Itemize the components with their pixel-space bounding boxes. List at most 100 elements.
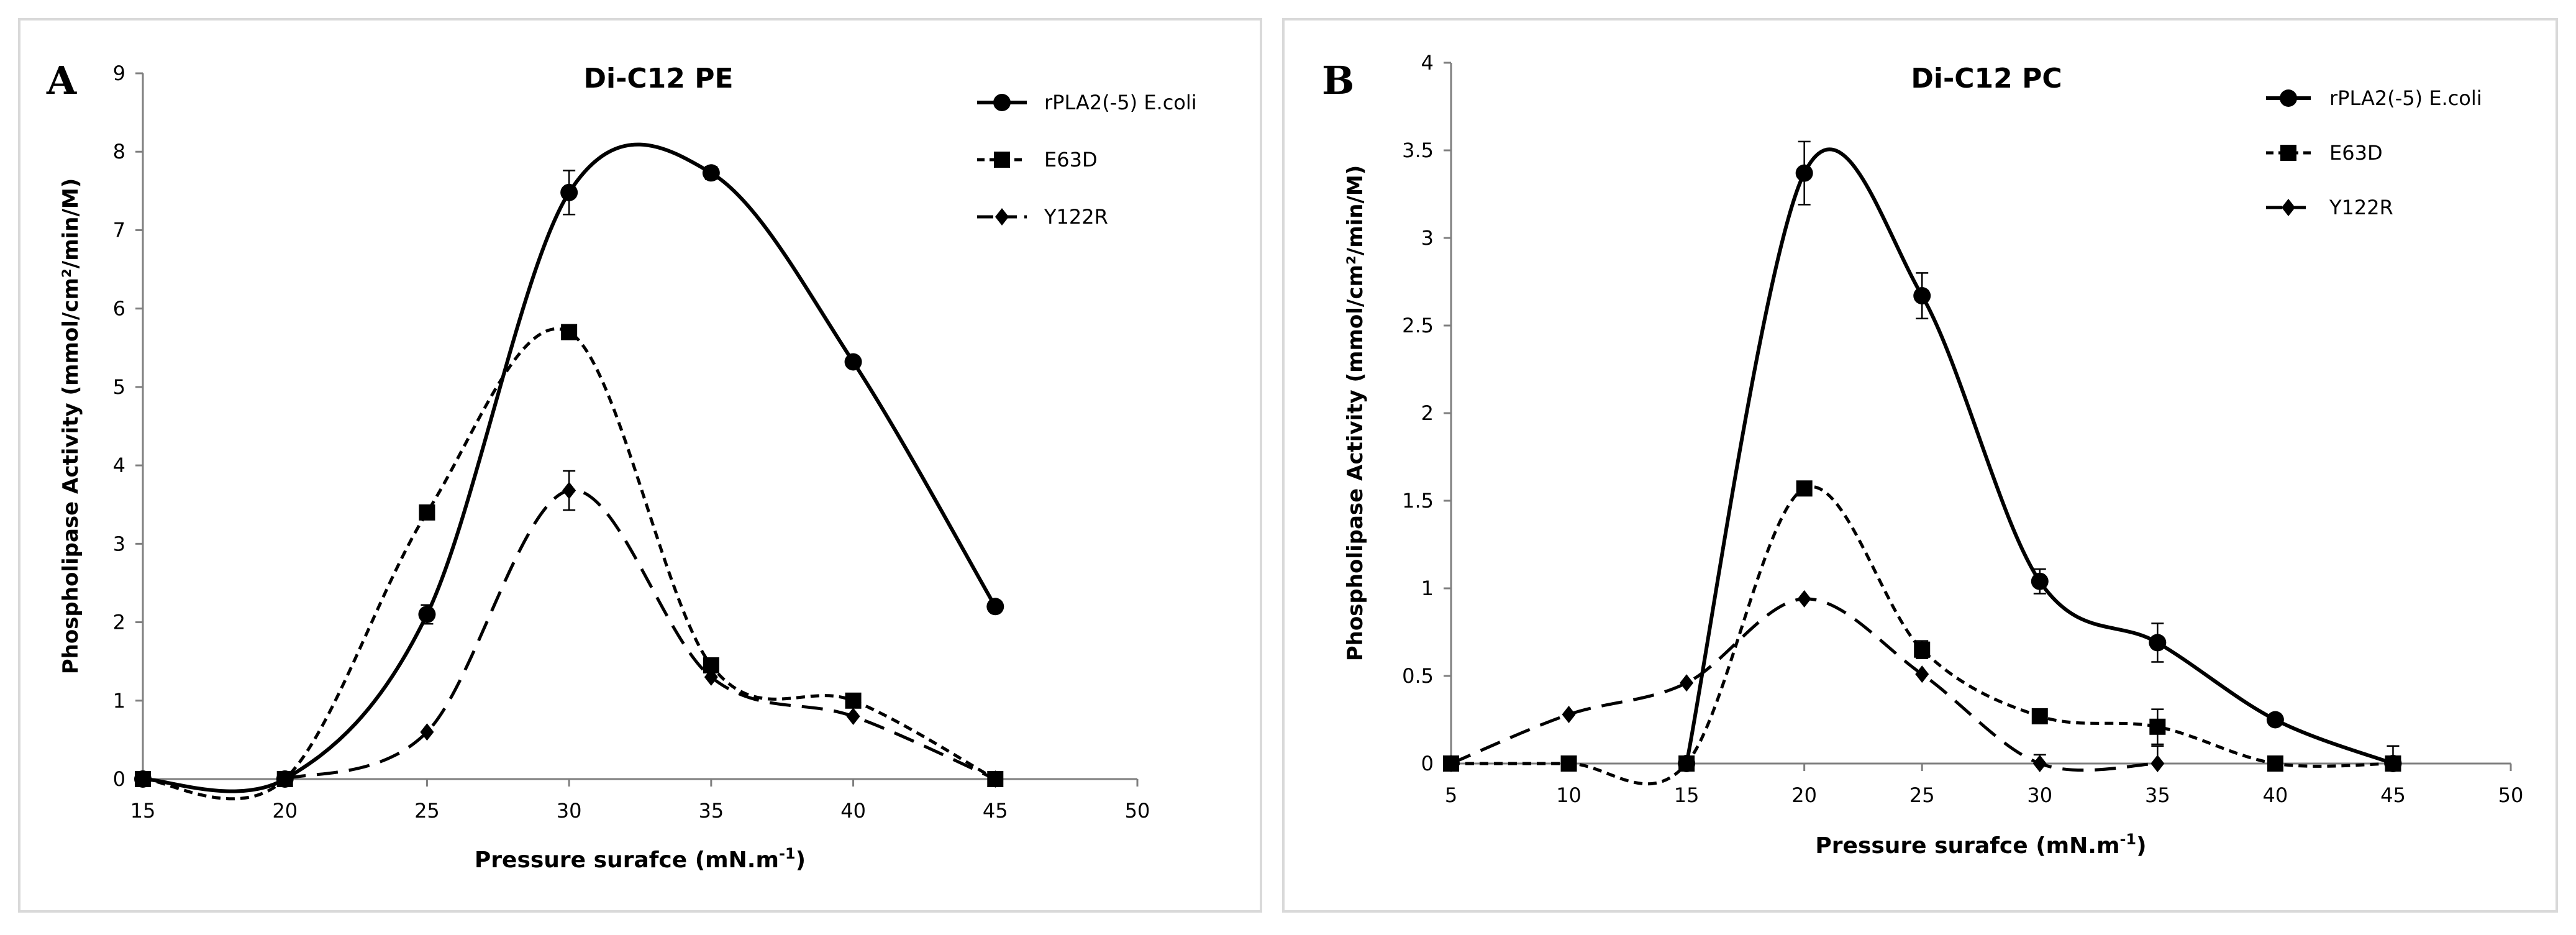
chart-b-panel-label: B bbox=[1322, 58, 1354, 103]
chart-a-legend-marker bbox=[994, 152, 1010, 168]
chart-b-point bbox=[2150, 755, 2165, 772]
chart-a-y-tick-label: 9 bbox=[113, 62, 125, 85]
chart-b-point bbox=[1680, 674, 1694, 692]
chart-b-point bbox=[1444, 755, 1458, 772]
chart-b-y-tick-label: 3.5 bbox=[1402, 139, 1434, 162]
chart-b-x-tick-label: 15 bbox=[1674, 783, 1700, 807]
chart-b-point bbox=[2149, 718, 2166, 735]
chart-a-title: Di-C12 PE bbox=[583, 63, 733, 94]
chart-a-point bbox=[844, 353, 862, 371]
chart-b-point bbox=[1914, 641, 1931, 658]
chart-b-y-tick-label: 0.5 bbox=[1402, 664, 1434, 688]
chart-a-point bbox=[560, 183, 578, 201]
chart-b-point bbox=[1562, 706, 1576, 724]
chart-a-point bbox=[704, 668, 718, 686]
chart-b-point bbox=[1913, 287, 1931, 305]
chart-b-point bbox=[2031, 572, 2049, 590]
chart-a-point bbox=[845, 692, 862, 709]
chart-a-point bbox=[846, 708, 860, 726]
chart-b-x-tick-label: 25 bbox=[1909, 783, 1935, 807]
chart-a-legend-label: rPLA2(-5) E.coli bbox=[1044, 91, 1197, 114]
chart-a-y-tick-label: 8 bbox=[113, 140, 125, 163]
chart-a-legend-marker bbox=[995, 208, 1009, 226]
chart-b-legend-label: E63D bbox=[2329, 141, 2383, 165]
chart-a-series-line bbox=[142, 327, 996, 801]
chart-b-point bbox=[2031, 708, 2048, 724]
chart-b-y-tick-label: 2.5 bbox=[1402, 314, 1434, 337]
chart-a-point bbox=[986, 598, 1004, 616]
chart-b-title: Di-C12 PC bbox=[1911, 63, 2062, 94]
chart-a-legend-marker bbox=[993, 94, 1011, 111]
chart-b-point bbox=[1915, 665, 1929, 683]
chart-a-point bbox=[419, 504, 435, 521]
chart-b-point bbox=[2267, 755, 2283, 772]
chart-a-series-line bbox=[284, 488, 996, 781]
chart-b-y-tick-label: 1 bbox=[1421, 577, 1434, 600]
chart-a-x-tick-label: 30 bbox=[557, 799, 582, 823]
chart-a-x-tick-label: 45 bbox=[983, 799, 1008, 823]
chart-b-y-tick-label: 2 bbox=[1421, 401, 1434, 425]
chart-b-series-1 bbox=[1678, 140, 2402, 772]
chart-a-series-1 bbox=[134, 142, 1004, 793]
chart-b-x-tick-label: 5 bbox=[1445, 783, 1457, 807]
chart-b-svg: 5 10 15 20 25 30 35 40 45 50 0 0.5 1 1.5 2 2.5 3 3.5 4 Di-C… bbox=[1322, 51, 2524, 859]
chart-b-point bbox=[1560, 755, 1577, 772]
chart-b-legend-marker bbox=[2282, 199, 2295, 216]
chart-a-y-tick-label: 3 bbox=[113, 532, 125, 555]
chart-a-point bbox=[702, 164, 720, 182]
chart-a-series-line bbox=[142, 142, 997, 793]
chart-a-y-tick-label: 4 bbox=[113, 454, 125, 477]
chart-b-y-tick-label: 1.5 bbox=[1402, 489, 1434, 513]
chart-b-x-tick-label: 40 bbox=[2263, 783, 2288, 807]
chart-a-y-tick-label: 5 bbox=[113, 375, 125, 399]
chart-a-x-tick-label: 15 bbox=[130, 799, 156, 823]
chart-b-x-tick-label: 45 bbox=[2380, 783, 2406, 807]
chart-a-x-tick-label: 20 bbox=[272, 799, 298, 823]
chart-a-point bbox=[420, 723, 434, 741]
chart-b-legend-marker bbox=[2280, 89, 2297, 107]
chart-b-series-line bbox=[1685, 147, 2394, 765]
chart-a-point bbox=[562, 481, 576, 499]
chart-panel-b: 5 10 15 20 25 30 35 40 45 50 0 0.5 1 1.5 2 2.5 3 3.5 4 Di-C… bbox=[1282, 18, 2558, 913]
chart-b-point bbox=[2149, 634, 2167, 652]
chart-a-x-tick-label: 35 bbox=[698, 799, 724, 823]
chart-b-x-tick-label: 35 bbox=[2145, 783, 2170, 807]
chart-a-point bbox=[135, 771, 151, 787]
chart-a-point bbox=[278, 770, 292, 788]
chart-a-y-tick-label: 1 bbox=[113, 689, 125, 713]
chart-a-x-tick-label: 50 bbox=[1125, 799, 1150, 823]
chart-a-legend-label: E63D bbox=[1044, 148, 1098, 171]
chart-a-point bbox=[418, 605, 436, 623]
chart-b-x-tick-label: 10 bbox=[1556, 783, 1582, 807]
chart-b-y-tick-label: 0 bbox=[1421, 752, 1434, 775]
chart-b-series-line bbox=[1451, 485, 2393, 786]
chart-a-panel-label: A bbox=[46, 58, 77, 103]
chart-b-legend-marker bbox=[2280, 145, 2296, 161]
chart-b-legend-label: rPLA2(-5) E.coli bbox=[2329, 86, 2482, 110]
chart-b-y-tick-label: 3 bbox=[1421, 226, 1434, 250]
chart-b-point bbox=[1797, 590, 1811, 608]
chart-a-x-tick-label: 40 bbox=[840, 799, 866, 823]
chart-a-x-tick-label: 25 bbox=[414, 799, 440, 823]
chart-b-y-axis-label: Phospholipase Activity (mmol/cm²/min/M) bbox=[1343, 165, 1368, 662]
chart-b-x-axis-label: Pressure surafce (mN.m-1) bbox=[1815, 831, 2146, 859]
chart-b-series-2 bbox=[1443, 480, 2401, 786]
chart-b-legend-label: Y122R bbox=[2329, 196, 2393, 219]
chart-a-point bbox=[988, 770, 1003, 788]
chart-a-point bbox=[561, 324, 578, 340]
chart-b-point bbox=[1678, 755, 1695, 772]
chart-b-point bbox=[2385, 755, 2401, 772]
chart-a-y-tick-label: 2 bbox=[113, 611, 125, 634]
chart-b-x-tick-label: 50 bbox=[2498, 783, 2524, 807]
chart-b-series-3 bbox=[1444, 590, 2165, 772]
chart-b-series-line bbox=[1450, 597, 2158, 772]
chart-b-x-tick-label: 30 bbox=[2027, 783, 2052, 807]
chart-b-x-tick-label: 20 bbox=[1791, 783, 1817, 807]
chart-panel-a: 15 20 25 30 35 40 45 50 0 1 2 3 4 5 6 7 8 9 Di-C12 PE A Pres… bbox=[18, 18, 1262, 913]
chart-b-y-tick-label: 4 bbox=[1421, 51, 1434, 75]
chart-a-y-tick-label: 7 bbox=[113, 218, 125, 242]
chart-a-series-3 bbox=[278, 470, 1003, 788]
chart-b-point bbox=[1795, 164, 1813, 182]
chart-a-y-axis-label: Phospholipase Activity (mmol/cm²/min/M) bbox=[58, 178, 83, 675]
